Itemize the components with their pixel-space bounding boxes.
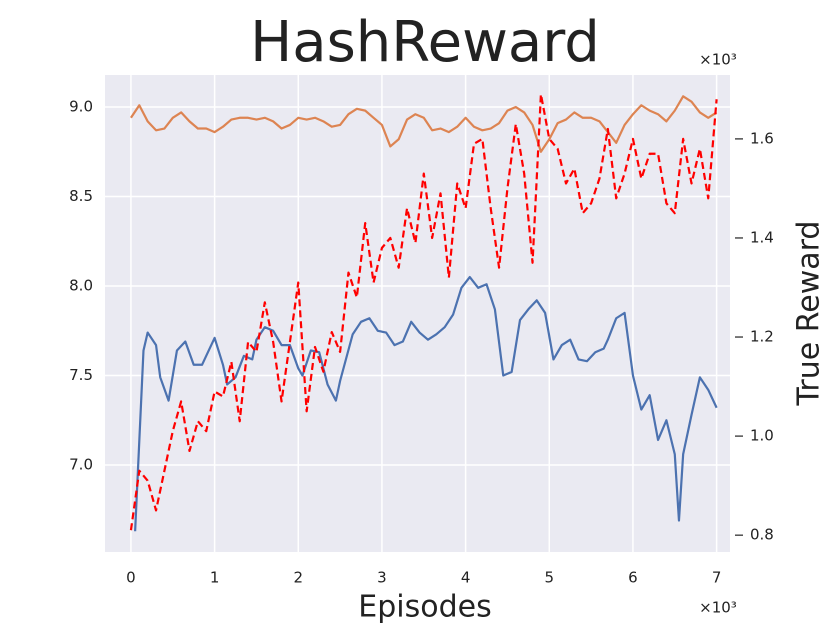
y2-tick-label: 1.4 [750, 228, 774, 246]
y2-tick-label: 0.8 [750, 526, 774, 544]
y-tick-label: 9.0 [69, 98, 93, 116]
x-tick-label: 0 [126, 569, 136, 587]
y2-offset-label: ×10³ [699, 51, 737, 69]
line-series [130, 95, 718, 153]
x-tick-label: 6 [628, 569, 638, 587]
x-offset-label: ×10³ [699, 599, 737, 617]
x-tick-label: 4 [461, 569, 471, 587]
grid [105, 75, 730, 552]
x-tick-label: 7 [712, 569, 722, 587]
plot-area [105, 75, 730, 552]
y2-tick-label: 1.6 [750, 129, 774, 147]
y-tick-label: 8.5 [69, 187, 93, 205]
x-tick-label: 5 [545, 569, 555, 587]
x-axis-label: Episodes [358, 590, 491, 623]
y2-axis-label: True Reward [792, 221, 827, 407]
line-series [134, 275, 718, 532]
marks [129, 93, 718, 532]
y2-tick-label: 1.0 [750, 427, 774, 445]
x-tick-label: 1 [210, 569, 220, 587]
y2-tick-label: 1.2 [750, 328, 774, 346]
x-tick-label: 3 [377, 569, 387, 587]
y-tick-label: 8.0 [69, 277, 93, 295]
y-tick-label: 7.5 [69, 366, 93, 384]
y-tick-label: 7.0 [69, 456, 93, 474]
chart-title: HashReward [250, 10, 600, 75]
line-series [129, 93, 718, 531]
x-tick-label: 2 [293, 569, 303, 587]
